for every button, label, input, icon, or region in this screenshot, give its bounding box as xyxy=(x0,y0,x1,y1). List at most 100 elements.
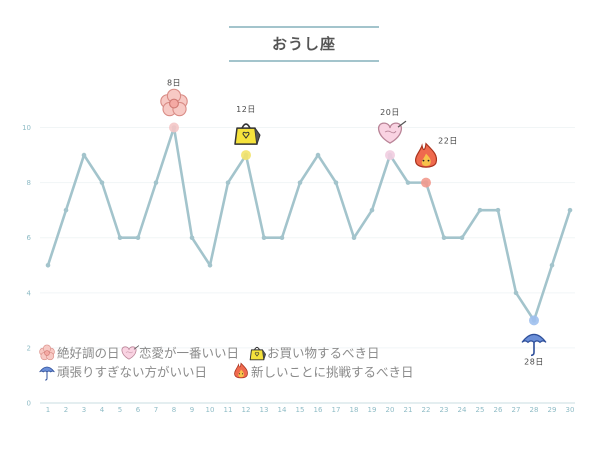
legend-label: 頑張りすぎない方がいい日 xyxy=(57,365,207,380)
data-point xyxy=(567,207,573,213)
x-tick-label: 20 xyxy=(386,406,395,414)
umbrella-canopy xyxy=(39,366,55,373)
y-tick-label: 8 xyxy=(27,179,31,187)
x-tick-label: 2 xyxy=(64,406,68,414)
data-point xyxy=(333,180,339,185)
data-point xyxy=(81,152,87,158)
y-tick-label: 4 xyxy=(27,289,32,297)
data-point xyxy=(279,235,285,241)
bag-handle xyxy=(254,346,260,351)
data-point xyxy=(207,262,213,268)
x-tick-label: 13 xyxy=(260,406,269,414)
bag-icon xyxy=(249,346,267,361)
x-axis: 1 2 3 4 5 6 7 8 9 10 11 12 13 14 15 16 17 18 19 20 21 22 23 24 2… xyxy=(46,406,575,414)
umbrella-icon xyxy=(521,333,547,357)
x-tick-label: 7 xyxy=(154,406,158,414)
data-point xyxy=(549,262,555,268)
data-point xyxy=(495,207,501,213)
annotation-day-label: 12日 xyxy=(236,105,256,114)
x-tick-label: 17 xyxy=(332,406,341,414)
flame-inner xyxy=(238,369,244,378)
data-point xyxy=(189,235,195,241)
data-point xyxy=(297,180,303,185)
x-tick-label: 23 xyxy=(440,406,449,414)
data-point xyxy=(513,290,519,296)
x-tick-label: 8 xyxy=(172,406,176,414)
highlight-point xyxy=(529,315,539,326)
x-tick-label: 29 xyxy=(548,406,557,414)
data-point xyxy=(225,180,231,185)
annotation-day-label: 20日 xyxy=(380,108,400,117)
bag-body xyxy=(249,349,265,361)
series-line xyxy=(46,126,572,322)
flame-eye xyxy=(238,373,241,375)
highlight-point xyxy=(385,150,395,161)
highlight-point xyxy=(169,122,179,133)
data-point xyxy=(153,180,159,185)
flower-center xyxy=(44,350,50,356)
flame-inner xyxy=(421,153,431,167)
x-tick-label: 27 xyxy=(512,406,521,414)
x-tick-label: 30 xyxy=(566,406,575,414)
x-tick-label: 14 xyxy=(278,406,287,414)
y-tick-label: 6 xyxy=(27,234,32,242)
y-axis: 0 2 4 6 8 10 xyxy=(22,124,31,407)
x-tick-label: 5 xyxy=(118,406,122,414)
data-point xyxy=(459,235,465,241)
x-tick-label: 28 xyxy=(530,406,539,414)
x-tick-label: 9 xyxy=(190,406,194,414)
legend-label: お買い物するべき日 xyxy=(267,346,380,361)
bag-handle xyxy=(241,123,251,129)
flame-eye xyxy=(422,159,425,162)
bag-body xyxy=(234,127,258,145)
data-point xyxy=(99,180,105,185)
bag-side xyxy=(262,349,267,360)
x-tick-label: 11 xyxy=(224,406,233,414)
legend-label: 新しいことに挑戦するべき日 xyxy=(251,365,414,380)
chart-title-group: おうし座 xyxy=(229,26,379,62)
fortune-series xyxy=(45,125,573,323)
flame-icon xyxy=(234,362,248,379)
bag-heart xyxy=(242,131,250,139)
heart-arrow xyxy=(133,345,140,350)
legend-label: 絶好調の日 xyxy=(57,346,120,361)
heart-icon xyxy=(378,120,407,144)
x-tick-label: 22 xyxy=(422,406,431,414)
data-point xyxy=(45,262,51,268)
heart-shape xyxy=(121,346,137,360)
data-point xyxy=(315,152,321,158)
flame-eye xyxy=(427,159,430,162)
data-point xyxy=(261,235,267,241)
x-tick-label: 10 xyxy=(206,406,215,414)
x-tick-label: 26 xyxy=(494,406,503,414)
data-point xyxy=(135,235,141,241)
x-tick-label: 1 xyxy=(46,406,50,414)
legend-label: 恋愛が一番いい日 xyxy=(139,346,239,361)
umbrella-handle xyxy=(530,342,535,357)
flower-center xyxy=(169,98,179,109)
flame-icon xyxy=(415,142,438,168)
data-point xyxy=(405,180,411,185)
heart-icon xyxy=(121,345,140,360)
bag-side xyxy=(254,127,261,145)
x-tick-label: 19 xyxy=(368,406,377,414)
data-point xyxy=(441,235,447,241)
flower-icon xyxy=(39,344,55,361)
x-tick-label: 18 xyxy=(350,406,359,414)
chart-title: おうし座 xyxy=(272,35,336,53)
x-tick-label: 16 xyxy=(314,406,323,414)
flower-icon xyxy=(160,88,188,117)
bag-heart xyxy=(254,352,260,357)
highlight-point xyxy=(241,150,251,161)
heart-scribble xyxy=(384,130,397,134)
annotation-day-label: 28日 xyxy=(524,357,544,366)
heart-scribble xyxy=(125,351,133,354)
heart-arrow xyxy=(397,120,407,128)
day-annotations: 8日 12日 20日 22日 28日 xyxy=(160,79,547,366)
y-tick-label: 2 xyxy=(27,344,31,352)
x-tick-label: 25 xyxy=(476,406,485,414)
x-tick-label: 6 xyxy=(136,406,141,414)
heart-shape xyxy=(378,122,402,144)
data-point xyxy=(351,235,357,241)
